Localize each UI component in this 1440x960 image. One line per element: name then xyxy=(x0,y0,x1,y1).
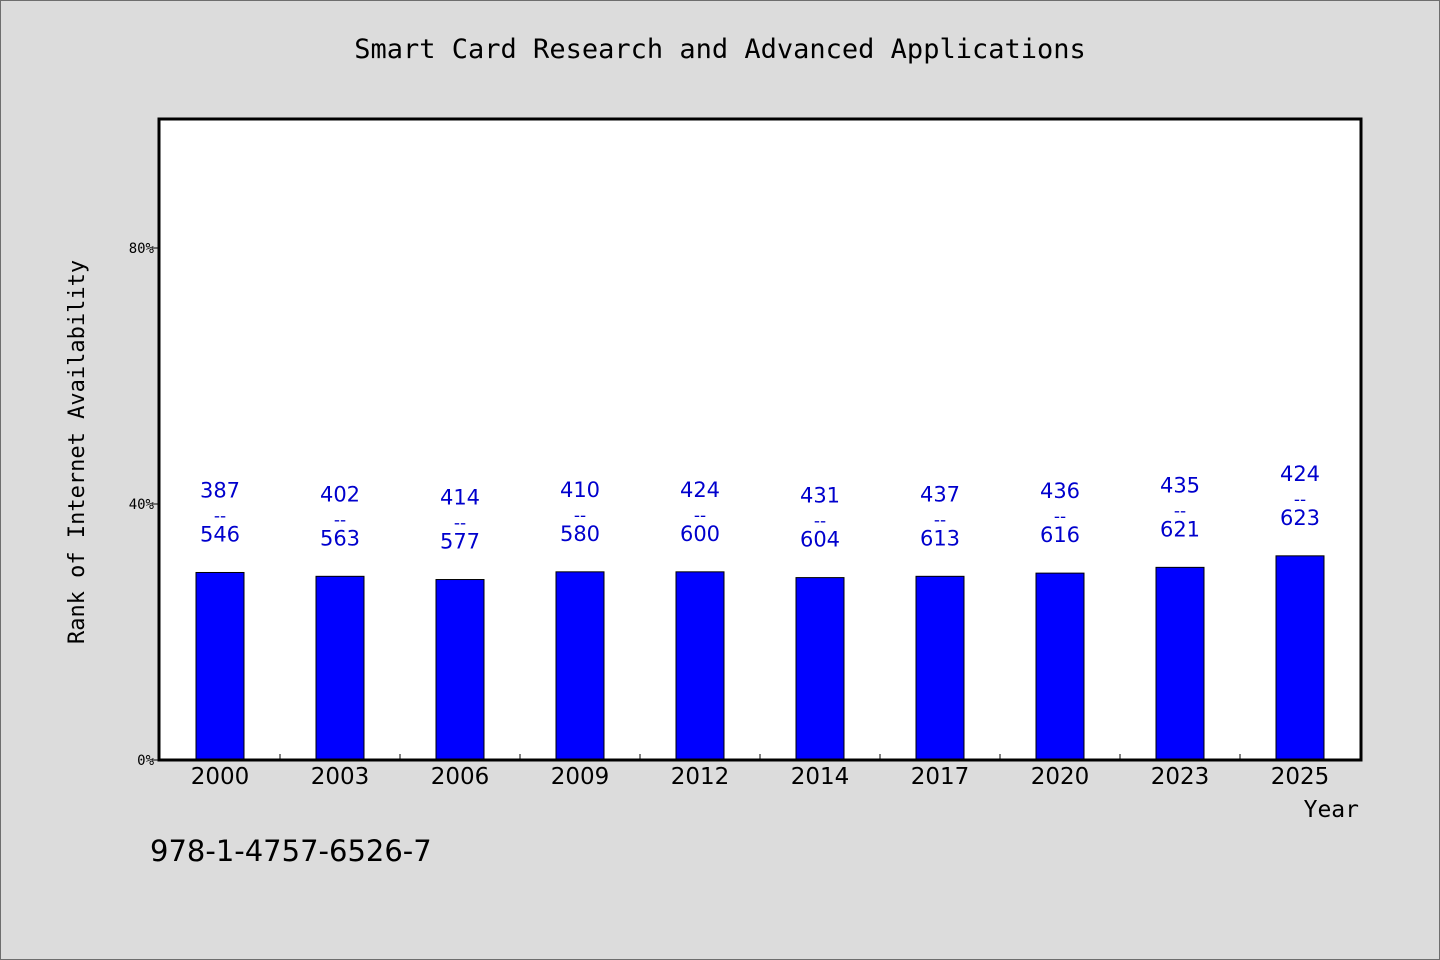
y-tick-label: 40% xyxy=(129,497,155,513)
data-label-bottom: 621 xyxy=(1160,517,1200,541)
bar xyxy=(795,577,845,761)
data-label-bottom: 604 xyxy=(800,528,840,552)
data-label-top: 414 xyxy=(440,486,480,510)
data-label-bottom: 623 xyxy=(1280,506,1320,530)
x-tick-label: 2017 xyxy=(911,764,970,790)
isbn-footnote: 978-1-4757-6526-7 xyxy=(150,834,432,868)
bar xyxy=(675,571,725,761)
bar xyxy=(1275,555,1325,761)
bar xyxy=(1155,566,1205,761)
bar xyxy=(195,571,245,761)
data-label-separator: -- xyxy=(1294,490,1306,510)
chart-marks: 0%40%80%2000387--5462003402--5632006414-… xyxy=(129,241,1330,790)
plot-border xyxy=(157,117,1363,762)
data-label-top: 387 xyxy=(200,478,240,502)
x-tick-label: 2000 xyxy=(191,764,250,790)
x-tick-label: 2009 xyxy=(551,764,610,790)
data-label-top: 435 xyxy=(1160,473,1200,497)
bar xyxy=(555,571,605,761)
data-label-bottom: 580 xyxy=(560,522,600,546)
y-axis-label: Rank of Internet Availability xyxy=(65,260,90,644)
data-label-bottom: 546 xyxy=(200,522,240,546)
data-label-top: 436 xyxy=(1040,479,1080,503)
data-label-top: 410 xyxy=(560,478,600,502)
data-label-top: 437 xyxy=(920,482,960,506)
x-tick-label: 2012 xyxy=(671,764,730,790)
y-tick-label: 0% xyxy=(137,753,154,769)
data-label-separator: -- xyxy=(1174,501,1186,521)
x-tick-label: 2003 xyxy=(311,764,370,790)
data-label-top: 402 xyxy=(320,482,360,506)
x-tick-label: 2025 xyxy=(1271,764,1330,790)
y-tick-label: 80% xyxy=(129,241,155,257)
data-label-separator: -- xyxy=(1054,507,1066,527)
data-label-separator: -- xyxy=(934,510,946,530)
data-label-bottom: 613 xyxy=(920,526,960,550)
x-tick-label: 2006 xyxy=(431,764,490,790)
x-axis-label: Year xyxy=(1304,797,1359,823)
data-label-bottom: 616 xyxy=(1040,523,1080,547)
data-label-bottom: 563 xyxy=(320,526,360,550)
data-label-bottom: 577 xyxy=(440,530,480,554)
data-label-separator: -- xyxy=(694,506,706,526)
x-tick-label: 2023 xyxy=(1151,764,1210,790)
data-label-separator: -- xyxy=(814,512,826,532)
bar xyxy=(315,575,365,761)
data-label-separator: -- xyxy=(334,510,346,530)
data-label-top: 424 xyxy=(1280,462,1320,486)
bar xyxy=(435,579,485,761)
data-label-separator: -- xyxy=(454,514,466,534)
bar xyxy=(1035,572,1085,761)
data-label-bottom: 600 xyxy=(680,522,720,546)
chart-title: Smart Card Research and Advanced Applica… xyxy=(354,34,1086,65)
data-label-top: 424 xyxy=(680,478,720,502)
bar xyxy=(915,575,965,761)
data-label-top: 431 xyxy=(800,484,840,508)
x-tick-label: 2014 xyxy=(791,764,850,790)
x-tick-label: 2020 xyxy=(1031,764,1090,790)
data-label-separator: -- xyxy=(214,506,226,526)
data-label-separator: -- xyxy=(574,506,586,526)
